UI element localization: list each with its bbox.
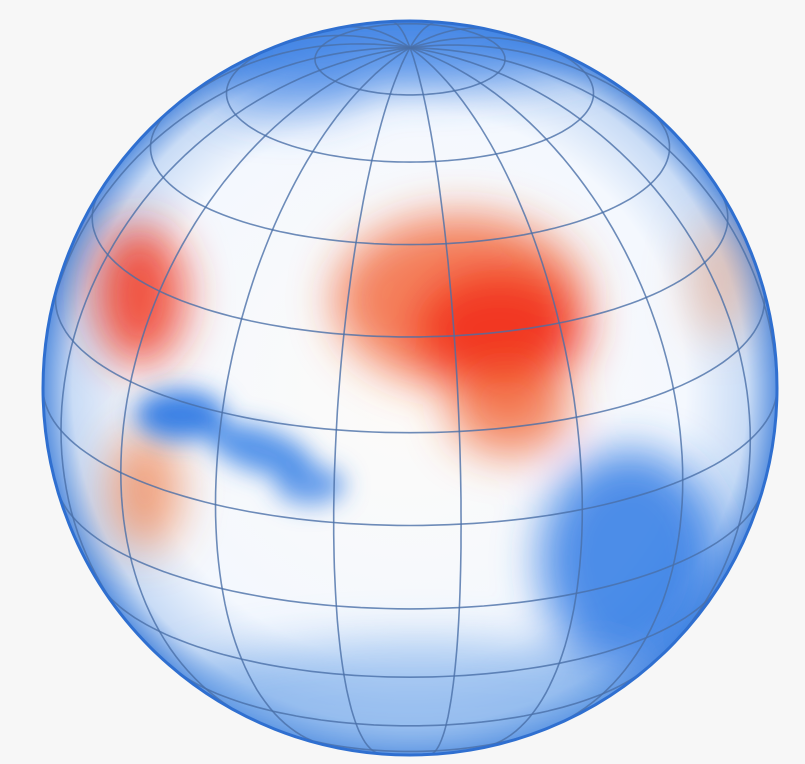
blue-region (207, 423, 313, 477)
longitude-line (409, 46, 752, 655)
longitude-line (214, 47, 411, 746)
latitude-line (54, 285, 766, 434)
surface-map (43, 21, 777, 755)
blue-region (540, 450, 720, 670)
red-region (415, 270, 585, 390)
graticule (43, 21, 777, 755)
blue-region (135, 390, 225, 440)
red-region (95, 225, 185, 365)
red-region (110, 430, 180, 550)
longitude-line (60, 46, 411, 623)
latitude-line (100, 586, 720, 679)
longitude-line (409, 47, 462, 755)
latitude-line (172, 667, 648, 727)
blue-region (210, 55, 370, 115)
longitude-line (409, 46, 684, 727)
latitude-line (149, 110, 671, 246)
latitude-line (58, 494, 762, 610)
blue-region (275, 465, 345, 505)
latitude-line (225, 44, 595, 163)
longitude-line (44, 46, 411, 348)
red-region (690, 220, 750, 340)
sphere-outline (41, 19, 779, 757)
longitude-line (409, 46, 777, 417)
red-region (450, 365, 570, 455)
longitude-line (409, 47, 584, 748)
blue-band (135, 390, 345, 505)
longitude-line (332, 47, 411, 755)
latitude-line (43, 387, 777, 527)
longitude-line (119, 46, 411, 719)
